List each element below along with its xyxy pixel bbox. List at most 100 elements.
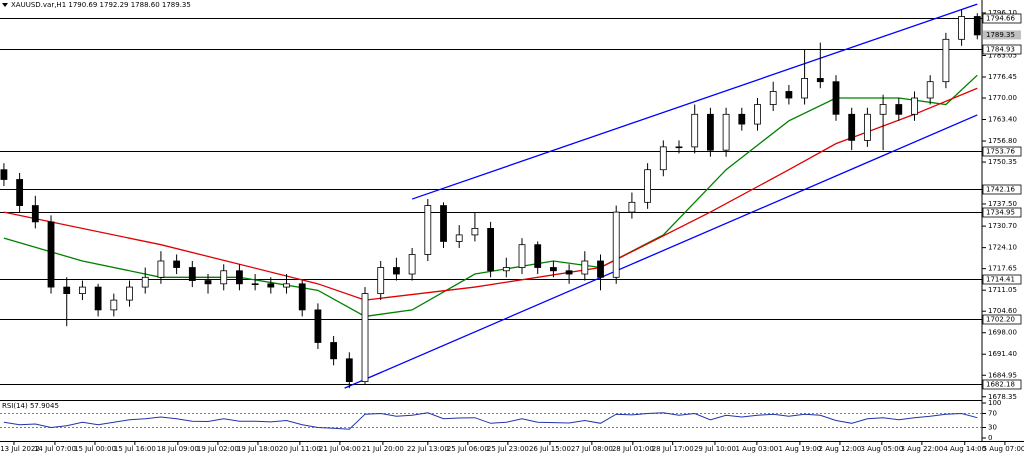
y-tick-label: 1684.95 (988, 371, 1017, 379)
y-tick-label: 1770.00 (988, 94, 1017, 102)
x-tick-label: 13 Jul 2022 (0, 445, 40, 453)
x-tick-label: 1 Aug 03:00 (735, 445, 778, 453)
candle-body (581, 260, 589, 275)
candle-body (628, 201, 636, 213)
candle-body (518, 244, 526, 268)
level-label: 1714.41 (986, 276, 1015, 284)
x-tick-label: 26 Jul 15:00 (529, 445, 571, 453)
y-tick-label: 1750.35 (988, 158, 1017, 166)
x-tick-label: 19 Jul 02:00 (197, 445, 239, 453)
candle-body (911, 97, 918, 115)
candle-body (706, 113, 714, 151)
rsi-title: RSI(14) 57.9045 (2, 402, 59, 410)
candle-body (801, 78, 808, 99)
candle-body (16, 179, 24, 206)
candle-body (283, 283, 290, 288)
x-tick-label: 3 Aug 05:00 (860, 445, 903, 453)
level-box (982, 207, 1022, 218)
candle-body (79, 286, 86, 294)
level-label: 1794.66 (986, 15, 1015, 23)
candle-body (345, 358, 353, 383)
rsi-tick-label: 0 (988, 434, 992, 442)
x-tick-label: 21 Jul 04:00 (319, 445, 361, 453)
candle-body (141, 276, 149, 288)
candle-body (644, 169, 652, 203)
candle-body (267, 283, 275, 288)
candle-body (0, 169, 8, 180)
rsi-tick-label: 30 (988, 424, 997, 432)
candle-body (487, 227, 495, 272)
level-label: 1753.76 (986, 148, 1015, 156)
candle-body (204, 280, 212, 285)
x-tick-label: 19 Jul 18:00 (237, 445, 279, 453)
current-price-label: 1789.35 (986, 31, 1015, 39)
x-tick-label: 18 Jul 09:00 (157, 445, 199, 453)
y-tick-label: 1737.50 (988, 200, 1017, 208)
candle-body (754, 104, 761, 125)
candle-body (126, 286, 133, 301)
y-tick-label: 1763.40 (988, 116, 1017, 124)
x-tick-label: 20 Jul 11:00 (279, 445, 321, 453)
x-tick-label: 22 Jul 13:00 (407, 445, 449, 453)
candle-body (393, 267, 400, 275)
candle-body (455, 234, 463, 242)
candle-body (236, 270, 243, 285)
candle-body (550, 267, 557, 272)
y-tick-label: 1711.05 (988, 286, 1017, 294)
trendline (344, 114, 978, 389)
candle-body (408, 254, 416, 275)
level-box (982, 44, 1022, 55)
candle-body (471, 227, 479, 236)
candle-body (738, 113, 746, 125)
y-tick-label: 1730.70 (988, 222, 1017, 230)
x-tick-label: 5 Aug 07:00 (983, 445, 1024, 453)
candle-body (314, 309, 322, 343)
candle-body (879, 104, 887, 115)
candle-body (251, 283, 259, 286)
x-tick-label: 29 Jul 10:00 (694, 445, 736, 453)
y-tick-label: 1756.80 (988, 137, 1017, 145)
candle-body (94, 286, 102, 311)
x-tick-label: 28 Jul 01:00 (612, 445, 654, 453)
candle-body (958, 16, 965, 40)
chart-title: XAUUSD.var,H1 1790.69 1792.29 1788.60 17… (11, 1, 191, 9)
candle-body (848, 113, 856, 141)
candle-body (565, 270, 573, 275)
x-tick-label: 28 Jul 17:00 (652, 445, 694, 453)
candle-body (926, 81, 934, 99)
candle-body (330, 342, 338, 360)
level-box (982, 379, 1022, 390)
candle-body (110, 299, 118, 311)
candle-body (157, 260, 165, 278)
y-tick-label: 1691.40 (988, 350, 1017, 358)
moving-average (3, 74, 978, 318)
candle-body (942, 38, 950, 83)
rsi-tick-label: 70 (988, 410, 997, 418)
rsi-line (3, 412, 978, 430)
candle-body (220, 270, 228, 285)
level-box (982, 314, 1022, 325)
level-label: 1734.95 (986, 209, 1015, 217)
x-tick-label: 27 Jul 08:00 (571, 445, 613, 453)
level-label: 1702.20 (986, 316, 1015, 324)
x-tick-label: 1 Aug 19:00 (779, 445, 822, 453)
candle-body (973, 16, 981, 36)
candle-body (675, 146, 683, 149)
candle-body (31, 205, 39, 223)
candle-body (597, 260, 604, 278)
candle-body (424, 205, 432, 255)
x-tick-label: 14 Jul 07:00 (34, 445, 76, 453)
candle-body (769, 91, 777, 105)
candle-body (440, 205, 447, 242)
x-tick-label: 25 Jul 06:00 (447, 445, 489, 453)
level-label: 1682.18 (986, 381, 1015, 389)
y-tick-label: 1796.10 (988, 9, 1017, 17)
candle-body (785, 91, 793, 99)
candle-body (659, 146, 667, 171)
candle-body (377, 267, 385, 294)
x-tick-label: 25 Jul 23:00 (487, 445, 529, 453)
y-tick-label: 1704.60 (988, 307, 1017, 315)
candle-body (863, 113, 871, 141)
x-tick-label: 21 Jul 20:00 (362, 445, 404, 453)
